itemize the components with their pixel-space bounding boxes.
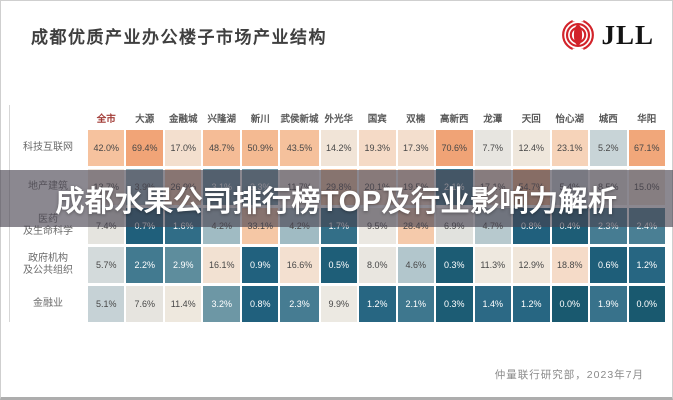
heatmap-cell: 4.6% (397, 247, 434, 283)
heatmap-cell: 50.9% (241, 130, 279, 166)
heatmap-cell: 0.0% (628, 286, 665, 322)
heatmap-cell: 1.9% (590, 286, 627, 322)
column-header: 国宾 (367, 114, 387, 125)
row-label: 金融业 (33, 298, 63, 309)
column-header: 外光华 (324, 114, 353, 125)
heatmap-cell: 5.1% (88, 286, 125, 322)
column-header: 全市 (96, 114, 116, 125)
heatmap-cell: 70.6% (436, 130, 473, 166)
heatmap-cell: 11.3% (474, 247, 511, 283)
column-header: 大源 (135, 114, 155, 125)
heatmap-cell: 0.3% (436, 247, 473, 283)
heatmap-cell: 1.2% (359, 286, 396, 322)
heatmap-cell: 0.9% (241, 247, 279, 283)
heatmap-cell: 8.0% (359, 247, 396, 283)
heatmap-cell: 67.1% (628, 130, 665, 166)
heatmap-cell: 12.9% (513, 247, 550, 283)
heatmap-cell: 69.4% (126, 130, 163, 166)
heatmap-cell: 9.9% (320, 286, 357, 322)
heatmap-cell: 0.0% (551, 286, 588, 322)
heatmap-cell: 43.5% (280, 130, 319, 166)
heatmap-cell: 16.6% (280, 247, 319, 283)
column-header: 武侯新城 (280, 114, 319, 125)
heatmap-cell: 2.1% (397, 286, 434, 322)
heatmap-cell: 42.0% (88, 130, 125, 166)
jll-rings-icon (560, 17, 596, 53)
heatmap-cell: 2.3% (280, 286, 319, 322)
heatmap-corner (10, 105, 86, 125)
column-header: 怡心湖 (555, 114, 584, 125)
heatmap-cell: 17.3% (397, 130, 434, 166)
heatmap-cell: 5.7% (88, 247, 125, 283)
page-title: 成都优质产业办公楼子市场产业结构 (31, 28, 327, 47)
heatmap-cell: 48.7% (203, 130, 240, 166)
row-label: 科技互联网 (23, 142, 73, 153)
column-header: 兴隆湖 (207, 114, 236, 125)
heatmap-cell: 17.0% (164, 130, 202, 166)
heatmap-cell: 23.1% (551, 130, 588, 166)
heatmap-cell: 1.2% (628, 247, 665, 283)
heatmap-cell: 18.8% (551, 247, 588, 283)
overlay-banner-title: 成都水果公司排行榜TOP及行业影响力解析 (55, 185, 618, 218)
column-header: 新川 (250, 114, 270, 125)
overlay-banner: 成都水果公司排行榜TOP及行业影响力解析 (0, 170, 673, 227)
heatmap-cell: 11.4% (164, 286, 202, 322)
heatmap-cell: 3.2% (203, 286, 240, 322)
heatmap-cell: 16.1% (203, 247, 240, 283)
heatmap-cell: 0.8% (241, 286, 279, 322)
heatmap-cell: 0.5% (320, 247, 357, 283)
jll-logo-text: JLL (601, 19, 654, 50)
heatmap-cell: 14.2% (320, 130, 357, 166)
heatmap-cell: 2.9% (164, 247, 202, 283)
column-header: 高新西 (439, 114, 469, 125)
heatmap-cell: 1.2% (513, 286, 550, 322)
source-credit: 仲量联行研究部，2023年7月 (494, 369, 644, 381)
column-header: 天回 (521, 114, 541, 125)
heatmap-cell: 2.2% (126, 247, 163, 283)
column-header: 龙潭 (483, 114, 503, 125)
heatmap-cell: 19.3% (359, 130, 396, 166)
column-header: 双楠 (406, 114, 426, 125)
heatmap-cell: 0.6% (590, 247, 627, 283)
heatmap-cell: 1.4% (474, 286, 511, 322)
heatmap-cell: 12.4% (513, 130, 550, 166)
heatmap-cell: 7.7% (474, 130, 511, 166)
row-label: 政府机构 及公共组织 (23, 253, 73, 276)
jll-logo: JLL (560, 17, 654, 53)
heatmap-cell: 5.2% (590, 130, 627, 166)
column-header: 城西 (598, 114, 618, 125)
column-header: 金融城 (168, 114, 198, 125)
heatmap-cell: 0.3% (436, 286, 473, 322)
heatmap-cell: 7.6% (126, 286, 163, 322)
column-header: 华阳 (637, 114, 657, 125)
